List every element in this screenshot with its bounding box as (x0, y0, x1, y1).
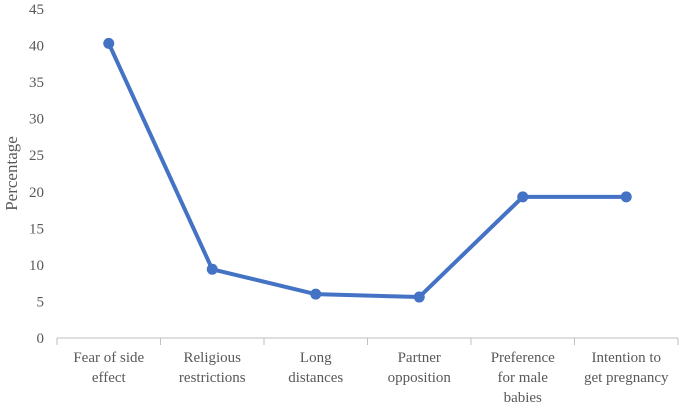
x-category-label-line: Intention to (591, 350, 661, 366)
x-category-label-line: Religious (183, 350, 241, 366)
y-tick-label: 10 (29, 258, 44, 274)
series-line (106, 41, 629, 300)
x-category-label: Long distances (288, 350, 343, 386)
x-axis-labels: Fear of side effect Religious restrictions L… (73, 350, 669, 406)
x-category-label-line: get pregnancy (584, 370, 669, 386)
y-axis-title: Percentage (2, 136, 21, 211)
x-category-label-line: Partner (398, 350, 441, 366)
x-category-label-line: Fear of side (73, 350, 144, 366)
data-point (413, 291, 425, 303)
y-tick-label: 35 (29, 75, 44, 91)
x-category-label: Partner opposition (388, 350, 452, 386)
y-tick-label: 20 (29, 185, 44, 201)
x-axis (56, 337, 679, 345)
x-category-label-line: babies (504, 390, 542, 406)
data-point (103, 37, 115, 49)
y-tick-label: 40 (29, 39, 44, 55)
y-tick-label: 0 (37, 331, 45, 347)
x-category-label-line: Preference (491, 350, 555, 366)
data-point (310, 288, 322, 300)
x-category-label-line: restrictions (179, 370, 246, 386)
y-tick-label: 5 (37, 294, 45, 310)
data-point (620, 191, 632, 203)
x-category-label: Religious restrictions (179, 350, 246, 386)
x-category-label-line: for male (498, 370, 549, 386)
x-category-label: Intention to get pregnancy (584, 350, 669, 386)
y-tick-label: 15 (29, 221, 44, 237)
data-point (517, 191, 529, 203)
x-category-label: Preference for male babies (491, 350, 555, 406)
y-tick-label: 30 (29, 112, 44, 128)
series-layer (103, 37, 632, 303)
data-point (206, 263, 218, 275)
x-category-label-line: Long (300, 350, 332, 366)
y-tick-label: 45 (29, 2, 44, 18)
x-category-label: Fear of side effect (73, 350, 144, 386)
y-axis-ticks: 0 5 10 15 20 25 30 35 40 45 (29, 2, 44, 347)
y-tick-label: 25 (29, 148, 44, 164)
x-category-label-line: distances (288, 370, 343, 386)
x-category-label-line: opposition (388, 370, 452, 386)
x-category-label-line: effect (92, 370, 127, 386)
